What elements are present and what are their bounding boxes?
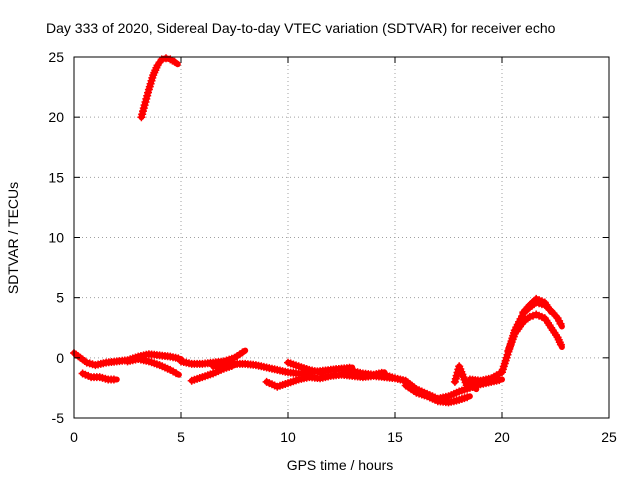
data-point — [162, 54, 170, 63]
x-tick-label: 20 — [494, 429, 510, 445]
x-axis-label: GPS time / hours — [287, 457, 394, 473]
x-tick-label: 25 — [601, 429, 617, 445]
y-tick-label: 10 — [48, 230, 64, 246]
data-points — [70, 54, 565, 407]
chart-title: Day 333 of 2020, Sidereal Day-to-day VTE… — [46, 20, 556, 36]
data-point — [470, 382, 479, 391]
data-series-band — [466, 299, 565, 384]
x-tick-label: 10 — [280, 429, 296, 445]
data-point — [556, 340, 565, 349]
data-point — [463, 393, 472, 402]
data-point — [109, 375, 118, 384]
x-tick-label: 5 — [177, 429, 185, 445]
data-point — [545, 305, 554, 314]
y-tick-label: 15 — [48, 169, 64, 185]
y-tick-label: 0 — [56, 350, 64, 366]
data-point — [170, 57, 179, 66]
y-tick-label: -5 — [52, 410, 65, 426]
y-tick-label: 20 — [48, 109, 64, 125]
data-point — [556, 319, 565, 328]
data-point — [238, 348, 247, 357]
y-tick-label: 5 — [56, 290, 64, 306]
y-tick-label: 25 — [48, 49, 64, 65]
axis-ticks: 0 5 10 15 20 25 -5 0 5 10 15 20 25 — [48, 49, 617, 445]
x-tick-label: 15 — [387, 429, 403, 445]
x-tick-label: 0 — [70, 429, 78, 445]
data-point — [172, 369, 180, 378]
y-axis-label: SDTVAR / TECUs — [5, 182, 21, 294]
